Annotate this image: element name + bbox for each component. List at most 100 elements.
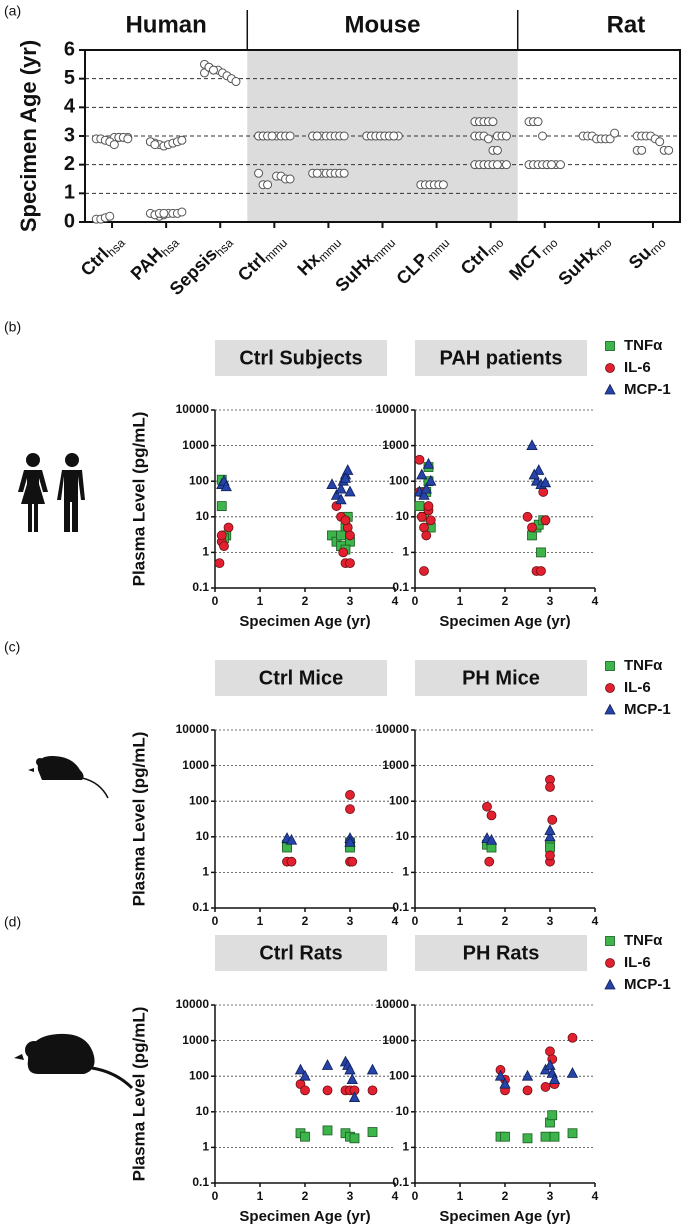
data-point — [389, 131, 399, 141]
x-tick-label: 4 — [592, 1189, 599, 1203]
x-tick-label: SuHxmmu — [331, 230, 398, 297]
title-box — [415, 935, 587, 971]
data-point — [494, 1069, 507, 1081]
data-point — [556, 160, 566, 170]
data-point — [540, 515, 551, 526]
data-point — [339, 472, 352, 483]
y-tick-label: 10000 — [376, 402, 410, 416]
data-point — [538, 131, 548, 141]
legend-marker — [605, 363, 615, 373]
x-tick-label: MCTrno — [505, 230, 561, 286]
panel-label: (c) — [4, 639, 20, 655]
y-tick-label: 3 — [64, 124, 75, 146]
x-tick-label: 0 — [212, 914, 219, 928]
data-point — [492, 160, 502, 170]
legend-marker — [604, 978, 616, 990]
y-tick-label: 100 — [189, 793, 209, 807]
y-tick-label: 1000 — [182, 438, 209, 452]
human-icon — [18, 453, 85, 532]
x-tick-label: 1 — [457, 594, 464, 608]
y-axis-label: Plasma Level (pg/mL) — [129, 412, 148, 587]
x-tick-label: 2 — [502, 914, 509, 928]
y-tick-label: 1 — [402, 545, 409, 559]
data-point — [544, 1059, 556, 1070]
x-tick-label: 1 — [457, 1189, 464, 1203]
legend-label: TNFα — [624, 932, 663, 949]
data-point — [322, 1085, 333, 1096]
y-tick-label: 10 — [396, 829, 410, 843]
data-point — [216, 530, 227, 541]
data-point — [366, 1063, 379, 1075]
data-point — [342, 464, 354, 475]
x-tick-label: 3 — [547, 914, 554, 928]
data-point — [335, 493, 347, 505]
data-point — [488, 117, 498, 127]
x-tick-label: 4 — [392, 914, 399, 928]
data-point — [526, 439, 538, 450]
y-axis-label: Plasma Level (pg/mL) — [129, 732, 148, 907]
data-point — [286, 856, 297, 867]
data-point — [336, 530, 346, 541]
data-point — [345, 790, 355, 800]
data-point — [544, 824, 556, 835]
data-point — [610, 128, 620, 138]
x-tick-label: 4 — [392, 1189, 399, 1203]
data-point — [312, 131, 322, 141]
data-point — [299, 1069, 311, 1081]
x-tick-label: Surno — [624, 230, 669, 275]
data-point — [421, 530, 432, 541]
y-tick-label: 10000 — [176, 402, 210, 416]
x-tick-label: 2 — [502, 594, 509, 608]
x-tick-label: 3 — [347, 914, 354, 928]
data-point — [501, 131, 511, 141]
data-point — [105, 211, 115, 221]
y-tick-label: 10 — [196, 509, 210, 523]
data-point — [547, 1110, 558, 1121]
data-point — [501, 160, 511, 170]
data-point — [322, 1125, 333, 1136]
group-label: Mouse — [344, 11, 420, 38]
x-tick-label: 1 — [257, 1189, 264, 1203]
y-tick-label: 10000 — [376, 722, 410, 736]
data-point — [335, 482, 347, 494]
data-point — [344, 1063, 356, 1075]
title-box — [415, 660, 587, 696]
data-point — [267, 131, 277, 141]
data-point — [285, 174, 295, 184]
data-point — [340, 515, 351, 526]
legend-label: IL-6 — [624, 679, 651, 696]
y-tick-label: 0.1 — [392, 1175, 409, 1189]
subplot-title: PH Mice — [462, 667, 540, 689]
data-point — [499, 1077, 511, 1089]
x-axis-label: Specimen Age (yr) — [439, 613, 570, 630]
data-point — [345, 804, 355, 814]
data-point — [263, 180, 273, 190]
x-tick-label: 3 — [547, 1189, 554, 1203]
data-point — [345, 530, 355, 541]
subplot-title: PH Rats — [463, 942, 540, 964]
data-point — [547, 814, 558, 825]
y-tick-label: 10000 — [176, 722, 210, 736]
x-tick-label: CLPmmu — [392, 230, 452, 290]
data-point — [545, 850, 555, 861]
data-point — [216, 501, 227, 511]
data-point — [367, 1085, 378, 1096]
y-tick-label: 0.1 — [192, 580, 209, 594]
category-sub: mmu — [261, 236, 290, 265]
y-tick-label: 100 — [189, 1068, 209, 1082]
y-tick-label: 0.1 — [392, 900, 409, 914]
data-point — [344, 835, 356, 847]
data-point — [522, 1085, 533, 1096]
data-point — [547, 160, 557, 170]
data-point — [422, 457, 435, 469]
y-tick-label: 100 — [389, 793, 409, 807]
data-point — [367, 1127, 378, 1137]
data-point — [312, 168, 322, 178]
data-point — [285, 833, 298, 845]
x-tick-label: 1 — [257, 914, 264, 928]
data-point — [438, 180, 448, 190]
y-tick-label: 10 — [196, 829, 210, 843]
y-tick-label: 0.1 — [192, 1175, 209, 1189]
data-point — [527, 522, 537, 533]
data-point — [486, 810, 497, 821]
